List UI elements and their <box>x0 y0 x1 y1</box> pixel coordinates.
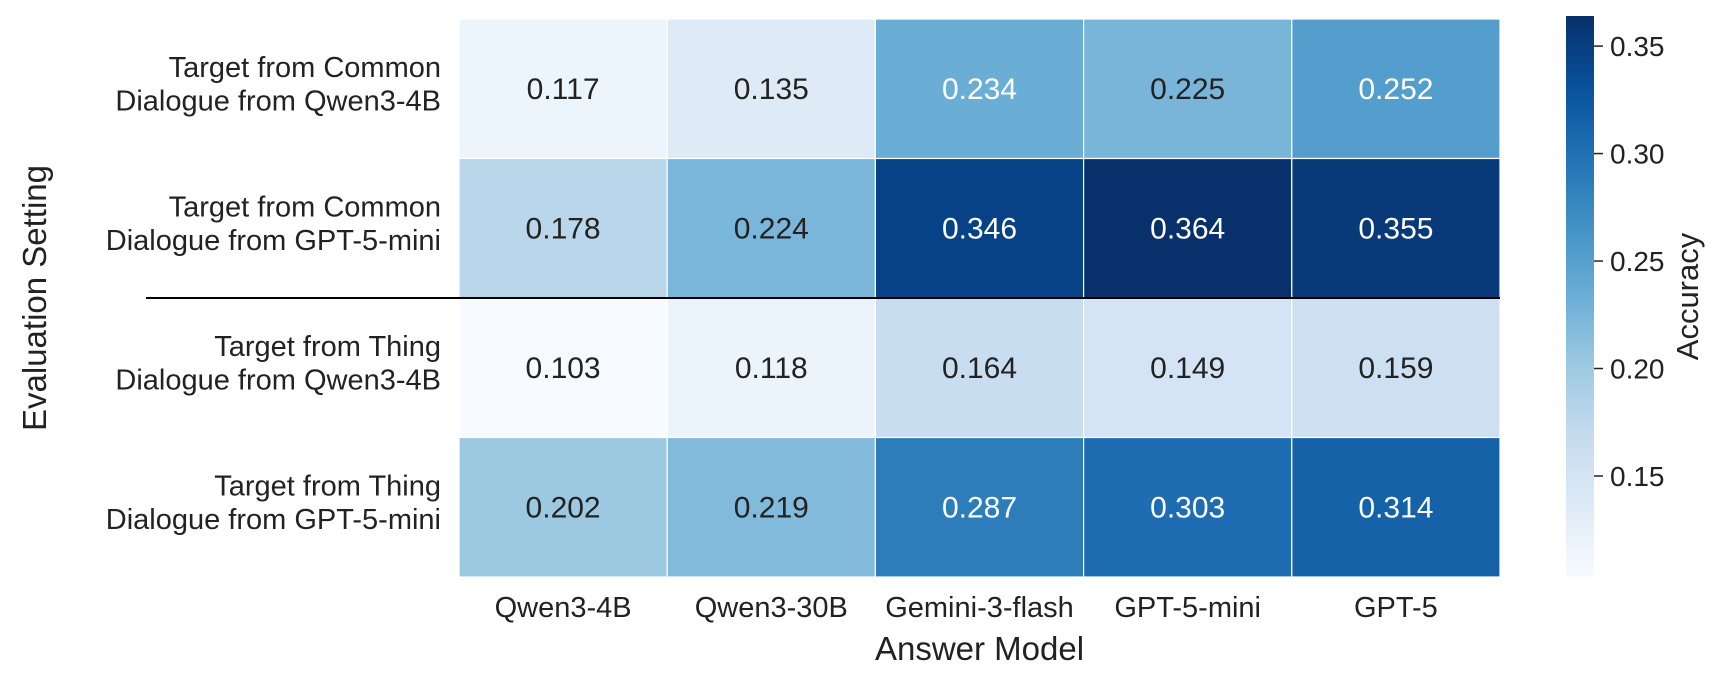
y-axis-title: Evaluation Setting <box>16 165 53 431</box>
x-tick-label: GPT-5 <box>1354 592 1438 624</box>
cell-value-label: 0.117 <box>527 73 600 106</box>
cell-value-label: 0.252 <box>1358 73 1433 106</box>
cell-value-label: 0.287 <box>942 491 1017 524</box>
cell-value-label: 0.225 <box>1150 73 1225 106</box>
heatmap-cell <box>1291 297 1501 439</box>
heatmap-cell-labels: 0.117 0.135 0.234 0.225 0.252 0.178 0.224 0.346… <box>526 73 1434 525</box>
cell-value-label: 0.149 <box>1150 352 1225 385</box>
heatmap-cell <box>1082 436 1293 578</box>
heatmap-cell <box>874 157 1085 299</box>
cell-value-label: 0.135 <box>734 73 809 106</box>
heatmap-cell <box>666 436 877 578</box>
colorbar-tick-label: 0.15 <box>1610 461 1665 492</box>
heatmap-cell <box>1291 157 1501 299</box>
y-tick-label: Target from Thing Dialogue from Qwen3-4B <box>115 331 441 396</box>
cell-value-label: 0.202 <box>526 491 601 524</box>
y-axis-ticks: Target from Common Dialogue from Qwen3-4B… <box>106 52 441 536</box>
x-tick-label: Gemini-3-flash <box>885 592 1074 624</box>
heatmap-cell <box>874 297 1085 439</box>
cell-value-label: 0.118 <box>735 352 808 385</box>
cell-value-label: 0.178 <box>526 212 601 245</box>
colorbar-tick-label: 0.35 <box>1610 31 1665 62</box>
colorbar-title: Accuracy <box>1670 232 1705 360</box>
heatmap-cell <box>1082 18 1293 160</box>
heatmap-cell <box>458 157 668 299</box>
y-tick-label: Target from Common Dialogue from Qwen3-4B <box>115 52 441 117</box>
colorbar-tick-label: 0.25 <box>1610 246 1665 277</box>
cell-value-label: 0.355 <box>1358 212 1433 245</box>
cell-value-label: 0.224 <box>734 212 809 245</box>
heatmap-cell <box>458 436 668 578</box>
colorbar-tick-label: 0.20 <box>1610 354 1665 385</box>
heatmap-cell <box>1291 436 1501 578</box>
cell-value-label: 0.159 <box>1358 352 1433 385</box>
cell-value-label: 0.303 <box>1150 491 1225 524</box>
heatmap-cell <box>1291 18 1501 160</box>
cell-value-label: 0.164 <box>942 352 1017 385</box>
x-axis-title: Answer Model <box>875 630 1084 667</box>
colorbar-ticks: 0.15 0.20 0.25 0.30 0.35 <box>1594 31 1665 492</box>
colorbar: 0.15 0.20 0.25 0.30 0.35 Accuracy <box>1566 16 1705 577</box>
y-tick-label: Target from Common Dialogue from GPT-5-mi… <box>106 191 441 256</box>
cell-value-label: 0.314 <box>1358 491 1433 524</box>
x-tick-label: GPT-5-mini <box>1114 592 1261 624</box>
colorbar-gradient <box>1566 16 1594 577</box>
x-tick-label: Qwen3-4B <box>495 592 632 624</box>
x-axis-ticks: Qwen3-4B Qwen3-30B Gemini-3-flash GPT-5-min… <box>495 592 1438 624</box>
cell-value-label: 0.346 <box>942 212 1017 245</box>
heatmap-cells <box>458 18 1501 578</box>
heatmap-cell <box>666 297 877 439</box>
heatmap-cell <box>458 18 668 160</box>
heatmap-cell <box>874 436 1085 578</box>
cell-value-label: 0.219 <box>734 491 809 524</box>
cell-value-label: 0.364 <box>1150 212 1225 245</box>
cell-value-label: 0.103 <box>526 352 601 385</box>
heatmap-cell <box>874 18 1085 160</box>
heatmap-cell <box>666 18 877 160</box>
y-tick-label: Target from Thing Dialogue from GPT-5-min… <box>106 470 441 535</box>
cell-value-label: 0.234 <box>942 73 1017 106</box>
x-tick-label: Qwen3-30B <box>695 592 848 624</box>
colorbar-tick-label: 0.30 <box>1610 139 1665 170</box>
